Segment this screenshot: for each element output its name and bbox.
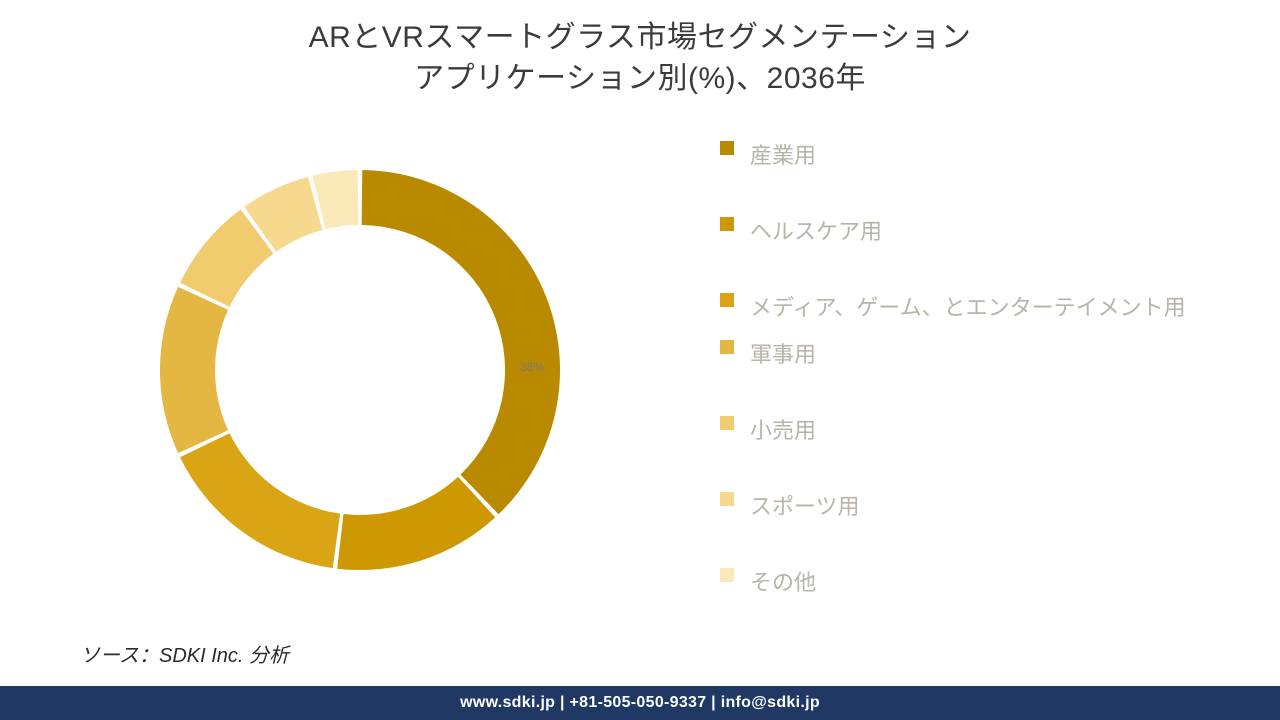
chart-title: ARとVRスマートグラス市場セグメンテーション アプリケーション別(%)、203… <box>0 18 1280 99</box>
chart-title-line1: ARとVRスマートグラス市場セグメンテーション <box>0 18 1280 59</box>
legend-swatch <box>720 568 734 582</box>
donut-slice-healthcare <box>337 477 495 570</box>
legend: 産業用ヘルスケア用メディア、ゲーム、とエンターテイメント用軍事用小売用スポーツ用… <box>720 135 1240 638</box>
legend-label: 小売用 <box>750 410 816 452</box>
legend-label: 軍事用 <box>750 334 816 376</box>
legend-swatch <box>720 340 734 354</box>
legend-label: スポーツ用 <box>750 486 860 528</box>
legend-swatch <box>720 217 734 231</box>
donut-chart: 38% <box>120 130 600 610</box>
legend-swatch <box>720 492 734 506</box>
legend-label: 産業用 <box>750 135 816 177</box>
slice-value-label: 38% <box>520 360 544 374</box>
legend-item: スポーツ用 <box>720 486 1240 528</box>
legend-swatch <box>720 416 734 430</box>
legend-swatch <box>720 141 734 155</box>
legend-label: メディア、ゲーム、とエンターテイメント用 <box>750 287 1186 329</box>
legend-item: 小売用 <box>720 410 1240 452</box>
donut-slice-military <box>160 287 228 453</box>
legend-label: その他 <box>750 562 816 604</box>
source-attribution: ソース：SDKI Inc. 分析 <box>80 639 289 668</box>
legend-item: メディア、ゲーム、とエンターテイメント用 <box>720 287 1240 329</box>
legend-item: 産業用 <box>720 135 1240 177</box>
footer-text: www.sdki.jp | +81-505-050-9337 | info@sd… <box>460 694 820 712</box>
legend-item: ヘルスケア用 <box>720 211 1240 253</box>
donut-slice-industrial <box>362 170 560 514</box>
legend-swatch <box>720 293 734 307</box>
donut-slice-media <box>180 433 340 568</box>
footer-bar: www.sdki.jp | +81-505-050-9337 | info@sd… <box>0 686 1280 720</box>
chart-title-line2: アプリケーション別(%)、2036年 <box>0 59 1280 100</box>
legend-item: その他 <box>720 562 1240 604</box>
legend-label: ヘルスケア用 <box>750 211 882 253</box>
legend-item: 軍事用 <box>720 334 1240 376</box>
